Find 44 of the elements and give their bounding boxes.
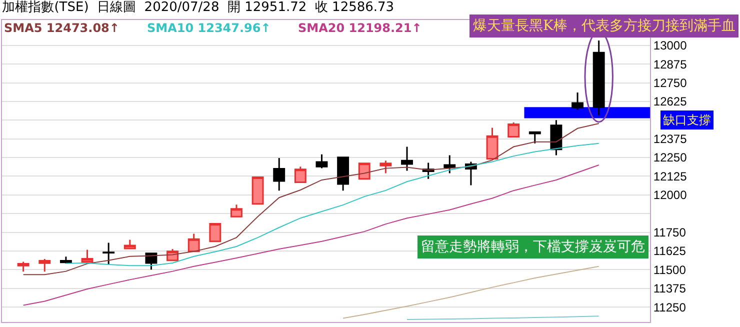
y-tick-label: 12750 (653, 76, 688, 90)
candlestick (188, 233, 200, 252)
candlestick (230, 204, 242, 218)
band-label: 缺口支撐 (663, 113, 711, 127)
candlestick (444, 154, 456, 174)
y-tick-label: 11250 (653, 300, 686, 314)
candlestick (358, 162, 370, 180)
text: SMA20 12198.21↑ (298, 21, 422, 35)
candlestick (81, 249, 94, 262)
candlestick (486, 127, 498, 160)
candlestick (528, 131, 541, 144)
y-tick-label: 11375 (653, 282, 686, 296)
candlestick (337, 156, 350, 192)
text: SMA10 12347.96↑ (147, 21, 271, 35)
chart-title: 加權指數(TSE) 日線圖 2020/07/28 開 12951.72 收 12586.73 (2, 0, 394, 16)
candlestick (273, 157, 286, 192)
candlestick (380, 160, 392, 174)
y-tick-label: 12625 (653, 94, 688, 109)
line-series (342, 266, 600, 319)
y-tick-label: 12000 (653, 188, 688, 202)
candlestick (572, 92, 584, 110)
candlestick (252, 176, 264, 205)
annotation: 爆天量長黑K棒，代表多方接刀接到滿手血 (473, 18, 736, 34)
y-tick-label: 13000 (653, 38, 688, 53)
annotation: 留意走勢將轉弱，下檔支撐岌岌可危 (421, 239, 645, 255)
text: SMA5 12473.08↑ (4, 21, 120, 35)
y-tick-label: 12875 (653, 57, 688, 72)
y-tick-label: 12375 (653, 132, 688, 146)
candlestick (102, 242, 115, 266)
candlestick (17, 261, 30, 272)
y-tick-label: 12250 (653, 150, 688, 165)
candlestick (209, 223, 222, 242)
y-tick-label: 11625 (653, 244, 686, 258)
candlestick (508, 122, 520, 138)
candlestick (38, 258, 51, 272)
candlestick (550, 119, 562, 156)
candlestick (592, 40, 605, 116)
candlestick (316, 154, 328, 170)
candlestick (401, 146, 413, 172)
y-tick-label: 12125 (653, 169, 688, 184)
candlestick (294, 166, 306, 183)
candlestick (124, 239, 136, 250)
y-tick-label: 11750 (653, 226, 686, 240)
y-tick-label: 11500 (653, 262, 686, 277)
